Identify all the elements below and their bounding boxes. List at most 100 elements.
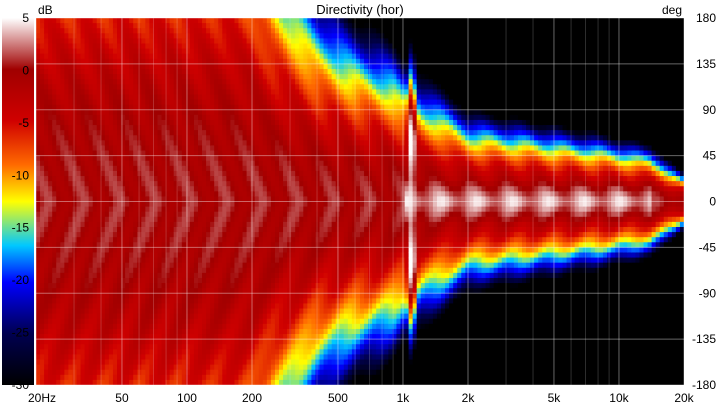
heatmap-cell: [274, 74, 280, 80]
heatmap-cell: [72, 221, 78, 228]
heatmap-cell: [88, 379, 94, 385]
heatmap-cell: [96, 237, 102, 243]
heatmap-cell: [202, 135, 207, 141]
heatmap-cell: [181, 140, 187, 147]
heatmap-cell: [133, 79, 138, 85]
heatmap-cell: [307, 201, 312, 208]
heatmap-cell: [206, 354, 211, 361]
heatmap-cell: [125, 125, 130, 131]
heatmap-cell: [133, 379, 138, 385]
heatmap-cell: [173, 135, 179, 141]
heatmap-cell: [214, 140, 219, 147]
heatmap-cell: [125, 201, 130, 208]
heatmap-cell: [72, 84, 78, 90]
heatmap-cell: [141, 104, 146, 111]
heatmap-cell: [222, 140, 227, 147]
heatmap-cell: [169, 181, 175, 187]
heatmap-cell: [96, 283, 102, 289]
heatmap-cell: [283, 109, 288, 116]
heatmap-cell: [258, 323, 264, 330]
heatmap-cell: [262, 53, 268, 60]
heatmap-cell: [141, 58, 146, 65]
heatmap-cell: [181, 170, 187, 177]
heatmap-cell: [169, 369, 175, 376]
heatmap-cell: [287, 89, 292, 96]
heatmap-cell: [56, 318, 61, 325]
heatmap-cell: [270, 226, 276, 233]
heatmap-cell: [303, 68, 308, 75]
heatmap-cell: [202, 267, 207, 274]
heatmap-cell: [222, 89, 227, 96]
heatmap-cell: [262, 130, 268, 136]
heatmap-cell: [165, 364, 171, 371]
heatmap-cell: [133, 247, 138, 254]
heatmap-cell: [295, 191, 300, 198]
heatmap-cell: [206, 272, 211, 279]
heatmap-cell: [125, 155, 130, 162]
heatmap-cell: [121, 160, 126, 167]
heatmap-cell: [165, 74, 171, 80]
heatmap-cell: [117, 359, 122, 366]
heatmap-cell: [157, 272, 163, 279]
heatmap-cell: [48, 247, 53, 254]
heatmap-cell: [238, 18, 244, 24]
heatmap-cell: [177, 191, 183, 198]
heatmap-cell: [299, 160, 304, 167]
heatmap-cell: [299, 267, 304, 274]
heatmap-cell: [84, 323, 90, 330]
heatmap-cell: [56, 68, 61, 75]
heatmap-cell: [193, 283, 199, 289]
heatmap-cell: [198, 18, 203, 24]
heatmap-cell: [193, 303, 199, 310]
heatmap-cell: [48, 364, 53, 371]
heatmap-cell: [230, 334, 236, 340]
heatmap-cell: [291, 119, 296, 126]
heatmap-cell: [291, 58, 296, 65]
heatmap-cell: [198, 79, 203, 85]
heatmap-cell: [185, 252, 191, 259]
heatmap-cell: [169, 344, 175, 350]
heatmap-cell: [121, 58, 126, 65]
heatmap-cell: [121, 135, 126, 141]
heatmap-cell: [145, 257, 150, 264]
heatmap-cell: [226, 104, 231, 111]
heatmap-cell: [295, 298, 300, 305]
heatmap-cell: [60, 119, 65, 126]
heatmap-cell: [100, 374, 106, 381]
heatmap-cell: [137, 267, 142, 274]
heatmap-cell: [36, 160, 41, 167]
heatmap-cell: [112, 379, 118, 385]
heatmap-cell: [279, 28, 284, 34]
heatmap-cell: [246, 288, 252, 294]
heatmap-cell: [173, 344, 179, 350]
heatmap-cell: [206, 359, 211, 366]
heatmap-cell: [153, 221, 159, 228]
heatmap-cell: [52, 221, 57, 228]
heatmap-cell: [238, 79, 244, 85]
heatmap-cell: [210, 28, 215, 34]
heatmap-cell: [125, 293, 130, 299]
heatmap-cell: [279, 323, 284, 330]
heatmap-cell: [169, 262, 175, 269]
heatmap-cell: [52, 155, 57, 162]
heatmap-cell: [291, 323, 296, 330]
heatmap-cell: [250, 43, 256, 50]
heatmap-cell: [303, 211, 308, 218]
heatmap-cell: [96, 89, 102, 96]
heatmap-cell: [283, 140, 288, 147]
heatmap-cell: [307, 38, 312, 45]
heatmap-cell: [206, 344, 211, 350]
heatmap-cell: [202, 38, 207, 45]
heatmap-cell: [129, 252, 134, 259]
heatmap-cell: [84, 267, 90, 274]
heatmap-cell: [198, 257, 203, 264]
heatmap-cell: [117, 216, 122, 223]
heatmap-cell: [222, 288, 227, 294]
heatmap-cell: [76, 53, 82, 60]
heatmap-cell: [266, 339, 272, 345]
heatmap-cell: [125, 186, 130, 192]
heatmap-cell: [117, 79, 122, 85]
heatmap-cell: [291, 38, 296, 45]
heatmap-cell: [52, 359, 57, 366]
